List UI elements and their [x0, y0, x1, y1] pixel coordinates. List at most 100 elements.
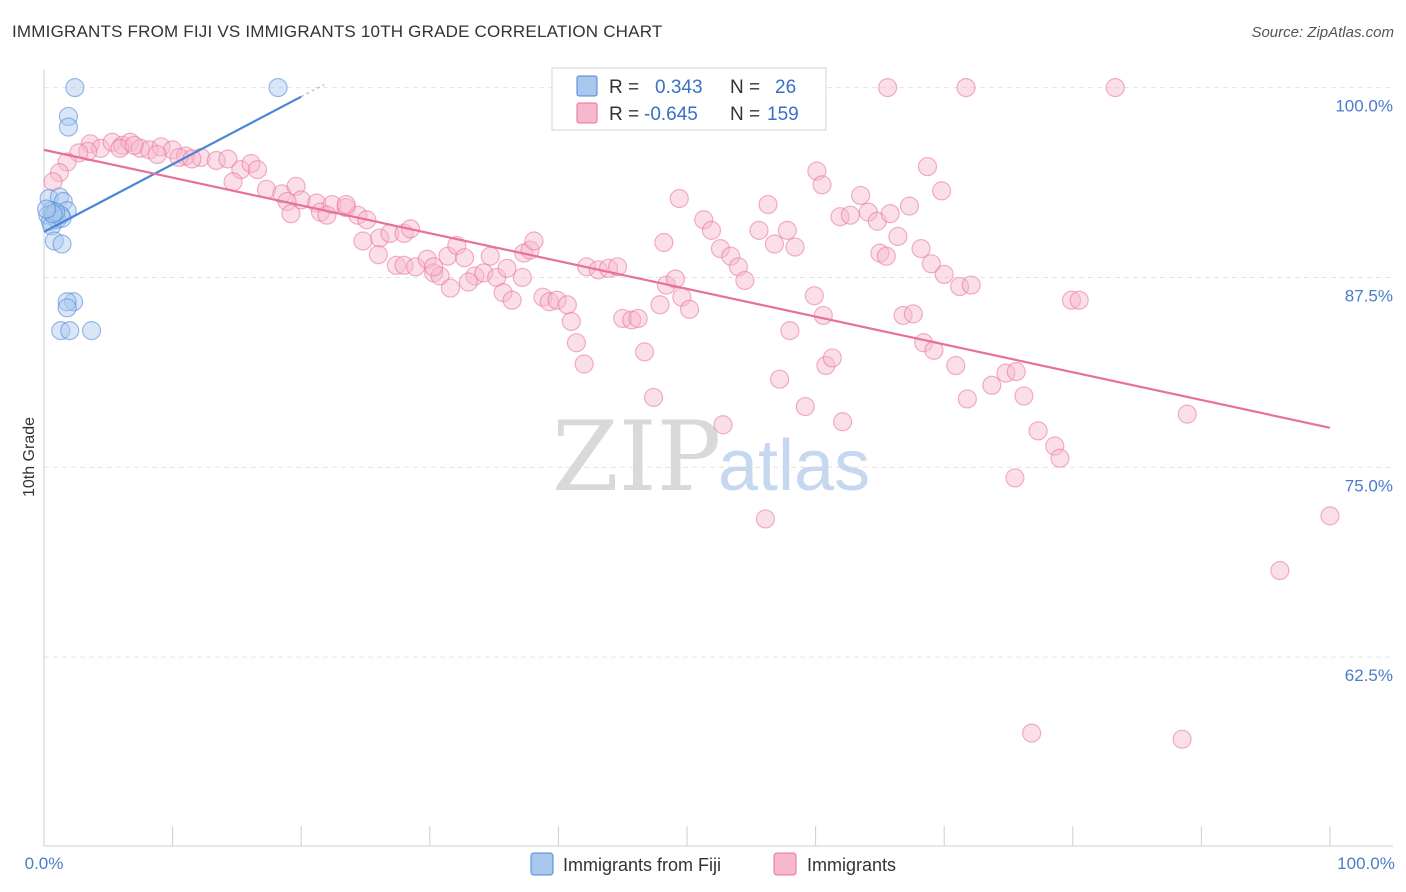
- series-immigrants: [43, 77, 1340, 749]
- legend-r-value-immigrants: -0.645: [644, 104, 698, 125]
- fiji-point-25: [60, 321, 80, 341]
- immigrants-point-41: [353, 231, 373, 251]
- legend-swatch-bottom-fiji: [530, 852, 554, 876]
- trendline-fiji: [43, 95, 302, 233]
- immigrants-point-146: [713, 415, 733, 435]
- legend-box: [551, 67, 827, 131]
- immigrants-point-79: [622, 310, 642, 330]
- immigrants-point-70: [547, 290, 567, 310]
- immigrants-point-77: [607, 257, 628, 277]
- immigrants-point-147: [755, 509, 776, 529]
- immigrants-point-130: [961, 275, 981, 295]
- immigrants-point-88: [440, 278, 460, 298]
- y-tick-label-1: 87.5%: [1345, 286, 1393, 305]
- immigrants-point-115: [840, 205, 860, 225]
- fiji-point-3: [58, 117, 79, 137]
- fiji-point-1: [268, 77, 288, 98]
- y-tick-labels: 100.0% 87.5% 75.0% 62.5%: [1335, 97, 1393, 686]
- immigrants-point-142: [1045, 436, 1065, 456]
- immigrants-point-107: [769, 369, 790, 389]
- fiji-point-22: [57, 292, 77, 312]
- immigrants-point-113: [812, 175, 832, 195]
- y-axis-title: 10th Grade: [21, 417, 38, 497]
- immigrants-point-15: [124, 135, 144, 155]
- axes: [43, 70, 1393, 847]
- series-legend: Immigrants from Fiji Immigrants: [530, 852, 896, 876]
- immigrants-point-122: [876, 246, 896, 266]
- fiji-point-23: [57, 298, 77, 318]
- immigrants-point-124: [917, 156, 938, 177]
- immigrants-point-82: [643, 387, 664, 408]
- immigrants-point-131: [893, 305, 913, 326]
- immigrants-point-103: [785, 237, 805, 257]
- immigrants-point-137: [982, 375, 1002, 395]
- immigrants-point-116: [851, 185, 871, 206]
- watermark-atlas: atlas: [718, 426, 870, 506]
- immigrants-point-93: [694, 210, 714, 230]
- immigrants-point-91: [654, 232, 674, 253]
- immigrants-point-57: [454, 248, 475, 268]
- immigrants-point-104: [804, 286, 824, 306]
- immigrants-point-153: [1172, 729, 1192, 749]
- immigrants-point-85: [665, 269, 686, 289]
- immigrants-point-123: [899, 196, 920, 216]
- legend-r-value-fiji: 0.343: [655, 77, 703, 98]
- fiji-point-18: [36, 199, 57, 219]
- immigrants-point-26: [231, 160, 251, 180]
- immigrants-point-136: [957, 389, 977, 409]
- x-tick-label-max: 100.0%: [1337, 854, 1395, 873]
- y-tick-label-3: 62.5%: [1345, 666, 1393, 685]
- immigrants-point-109: [816, 355, 836, 376]
- immigrants-point-72: [561, 311, 581, 332]
- source-credit: Source: ZipAtlas.com: [1251, 24, 1394, 41]
- legend-n-value-immigrants: 159: [767, 104, 799, 125]
- immigrants-point-81: [634, 342, 655, 362]
- immigrants-point-99: [758, 194, 778, 215]
- legend-r-label-immigrants: R =: [609, 104, 639, 125]
- legend-n-label-immigrants: N =: [730, 104, 760, 125]
- immigrants-point-95: [710, 238, 731, 259]
- immigrants-point-23: [57, 152, 77, 172]
- trendline-immigrants: [43, 148, 1331, 429]
- immigrants-point-60: [474, 263, 494, 283]
- legend-swatch-immigrants: [576, 102, 598, 124]
- immigrants-point-143: [1050, 448, 1070, 468]
- watermark-zip: ZIP: [552, 401, 721, 513]
- immigrants-point-73: [566, 333, 587, 353]
- immigrants-point-14: [110, 138, 130, 158]
- fiji-point-26: [81, 321, 102, 341]
- immigrants-point-22: [182, 149, 202, 169]
- immigrants-point-138: [996, 363, 1016, 383]
- immigrants-point-42: [370, 228, 390, 248]
- immigrants-point-132: [903, 304, 923, 324]
- immigrants-point-59: [480, 246, 500, 266]
- immigrants-point-0: [878, 77, 898, 98]
- immigrants-point-1: [956, 77, 976, 98]
- immigrants-point-89: [458, 272, 478, 292]
- legend-swatch-fiji: [576, 75, 598, 97]
- legend-n-label-fiji: N =: [730, 77, 760, 98]
- immigrants-point-156: [497, 258, 517, 278]
- immigrants-point-100: [735, 270, 755, 291]
- immigrants-point-120: [888, 226, 908, 247]
- legend-swatch-bottom-immigrants: [773, 852, 797, 876]
- immigrants-point-80: [628, 308, 648, 329]
- immigrants-point-102: [777, 220, 797, 240]
- immigrants-point-126: [911, 238, 931, 259]
- immigrants-point-106: [780, 321, 800, 341]
- immigrants-point-110: [822, 348, 842, 368]
- fiji-point-20: [52, 234, 72, 254]
- immigrants-point-151: [1320, 506, 1340, 526]
- immigrants-point-66: [524, 231, 544, 251]
- immigrants-point-155: [424, 257, 444, 277]
- immigrants-point-114: [830, 207, 850, 227]
- x-ticks: [43, 826, 1331, 846]
- legend-n-value-fiji: 26: [775, 77, 796, 98]
- legend-label-immigrants: Immigrants: [807, 855, 896, 875]
- series-fiji: [36, 77, 288, 341]
- chart-title: IMMIGRANTS FROM FIJI VS IMMIGRANTS 10TH …: [12, 22, 663, 41]
- immigrants-point-119: [880, 204, 900, 224]
- immigrants-point-149: [1177, 404, 1197, 424]
- immigrants-point-96: [721, 246, 741, 266]
